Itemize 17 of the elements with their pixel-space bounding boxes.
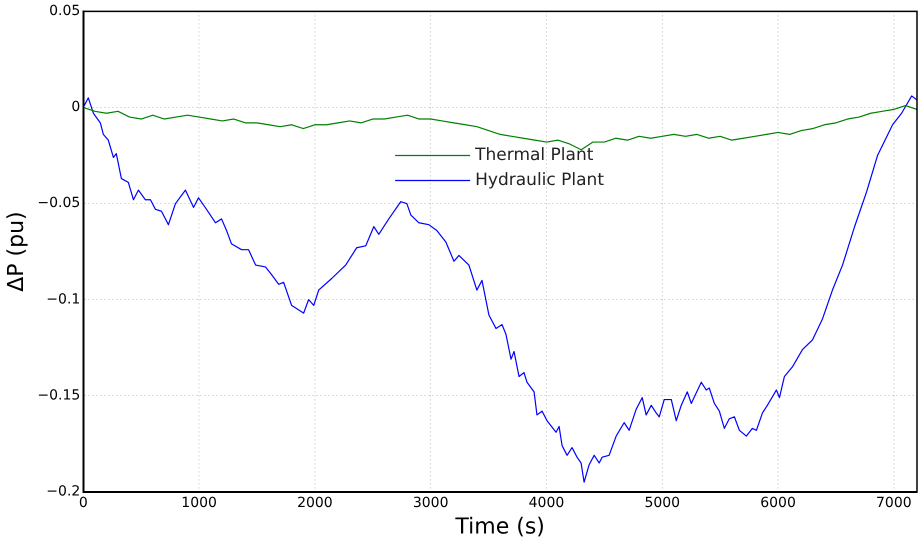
y-axis-title: ΔP (pu): [4, 211, 29, 292]
x-tick-label: 3000: [412, 494, 448, 511]
x-tick-label: 5000: [644, 494, 680, 511]
x-tick-label: 1000: [181, 494, 217, 511]
y-tick-label: −0.2: [46, 483, 80, 500]
y-tick-label: −0.05: [37, 195, 80, 212]
x-tick-label: 6000: [760, 494, 796, 511]
y-tick-label: −0.1: [46, 291, 80, 308]
x-tick-label: 2000: [297, 494, 333, 511]
legend-label: Hydraulic Plant: [475, 170, 604, 190]
x-axis-title: Time (s): [454, 514, 545, 540]
y-tick-label: 0: [71, 99, 80, 116]
y-tick-label: 0.05: [49, 3, 80, 20]
legend-label: Thermal Plant: [474, 144, 594, 165]
x-tick-label: 7000: [876, 494, 912, 511]
x-tick-label: 4000: [528, 494, 564, 511]
y-tick-label: −0.15: [37, 387, 80, 404]
